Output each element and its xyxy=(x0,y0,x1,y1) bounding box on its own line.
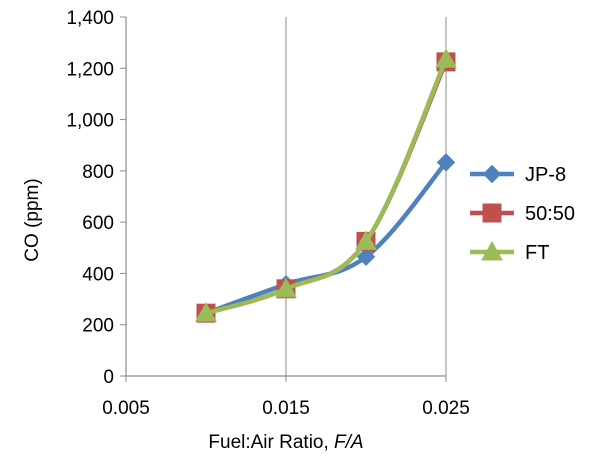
y-tick-label: 600 xyxy=(82,213,114,234)
y-tick-label: 1,400 xyxy=(66,8,114,29)
x-tick-label: 0.005 xyxy=(102,398,150,419)
legend: JP-8 50:50 FT xyxy=(470,164,575,264)
y-axis-ticks: 0 200 400 600 800 1,000 1,200 1,400 xyxy=(66,8,126,388)
legend-marker xyxy=(482,164,502,184)
y-tick-label: 1,000 xyxy=(66,111,114,132)
data-point xyxy=(356,247,376,266)
legend-marker xyxy=(482,203,502,223)
legend-label: FT xyxy=(525,242,549,264)
y-tick-label: 1,200 xyxy=(66,59,114,80)
legend-label: 50:50 xyxy=(525,203,575,225)
series-line xyxy=(203,160,449,316)
grid xyxy=(285,17,447,376)
legend-entry: 50:50 xyxy=(470,203,575,225)
x-axis-label-text: Fuel:Air Ratio, xyxy=(208,432,328,453)
series-ft xyxy=(195,48,457,322)
series xyxy=(195,48,457,323)
legend-entry: FT xyxy=(470,240,549,264)
series-50-50 xyxy=(196,52,456,323)
data-point xyxy=(355,230,377,250)
data-point xyxy=(435,48,457,68)
x-axis-label: Fuel:Air Ratio, F/A xyxy=(208,432,363,453)
data-point xyxy=(195,302,217,322)
x-axis-label-italic: F/A xyxy=(334,432,364,453)
legend-marker xyxy=(481,240,503,261)
data-point xyxy=(275,277,297,298)
y-tick-label: 0 xyxy=(103,367,114,388)
y-tick-label: 800 xyxy=(82,162,114,183)
legend-entry: JP-8 xyxy=(470,164,566,186)
legend-label: JP-8 xyxy=(525,164,566,186)
data-point xyxy=(436,153,456,172)
x-tick-label: 0.025 xyxy=(422,398,470,419)
x-axis-ticks: 0.005 0.015 0.025 xyxy=(102,376,470,419)
y-tick-label: 200 xyxy=(82,316,114,337)
x-tick-label: 0.015 xyxy=(262,398,310,419)
series-jp-8 xyxy=(196,153,456,323)
y-tick-label: 400 xyxy=(82,264,114,285)
y-axis-label: CO (ppm) xyxy=(22,178,43,261)
series-line xyxy=(203,57,449,316)
